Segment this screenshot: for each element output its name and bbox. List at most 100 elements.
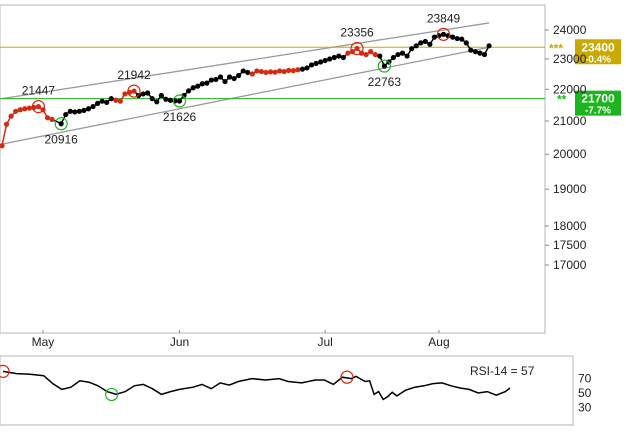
price-point xyxy=(117,98,123,104)
trend-channel xyxy=(1,22,490,145)
price-point xyxy=(76,108,82,114)
price-point xyxy=(44,115,51,121)
price-point xyxy=(277,68,283,74)
price-point xyxy=(113,97,119,103)
swing-high-label: 23356 xyxy=(340,26,374,40)
price-point xyxy=(167,97,174,103)
swing-high-label: 21942 xyxy=(117,68,151,82)
price-point xyxy=(63,111,69,118)
price-point xyxy=(327,56,333,62)
resistance-level-label: 23400 xyxy=(581,40,615,54)
swing-low-marker xyxy=(377,59,391,73)
y-tick-label: 20000 xyxy=(553,147,587,161)
y-tick-label: 23000 xyxy=(553,52,587,66)
price-point xyxy=(254,68,260,74)
price-point xyxy=(413,43,419,49)
price-point xyxy=(149,96,155,102)
y-tick-label: 17500 xyxy=(553,238,587,252)
price-point xyxy=(195,83,201,89)
price-point xyxy=(299,66,306,72)
price-point xyxy=(331,54,337,61)
price-point xyxy=(140,91,146,97)
price-point xyxy=(104,99,110,106)
resistance-level-badge xyxy=(575,39,621,65)
price-point xyxy=(240,68,246,74)
swing-low-marker xyxy=(54,117,68,131)
price-point xyxy=(345,50,351,56)
swing-high-marker xyxy=(31,100,46,114)
price-point xyxy=(8,113,14,119)
resistance-level-pct: -0.4% xyxy=(585,54,611,65)
resistance-level-marker: *** xyxy=(549,41,563,55)
price-point xyxy=(99,98,105,104)
swing-low-label: 22763 xyxy=(368,75,402,89)
price-point xyxy=(454,35,460,42)
price-point xyxy=(35,104,42,110)
price-point xyxy=(258,68,265,75)
price-point xyxy=(222,78,228,85)
rsi-high-marker xyxy=(340,370,354,384)
price-point xyxy=(217,74,224,80)
price-point xyxy=(468,47,474,53)
y-tick-label: 24000 xyxy=(553,23,587,37)
price-point xyxy=(145,90,151,96)
price-point xyxy=(418,40,424,46)
price-point xyxy=(308,62,315,68)
rsi-low-marker xyxy=(105,387,119,402)
price-point xyxy=(472,49,478,55)
price-point xyxy=(368,49,374,55)
price-point xyxy=(213,76,219,83)
y-axis: 24000 23000 22000 21000 20000 19000 18000 17500… xyxy=(545,23,587,272)
rsi-tick-label: 30 xyxy=(578,400,592,414)
price-point xyxy=(295,67,301,73)
price-point xyxy=(186,88,192,94)
price-point xyxy=(354,45,360,52)
price-point xyxy=(390,54,397,61)
price-point xyxy=(122,91,128,97)
price-point xyxy=(176,98,183,104)
price-point xyxy=(463,40,469,46)
swing-low-label: 21626 xyxy=(163,110,197,124)
rsi-line xyxy=(2,370,511,401)
price-point xyxy=(22,106,28,112)
price-point xyxy=(427,41,433,47)
rsi-high-marker xyxy=(0,364,10,378)
swing-high-label: 23849 xyxy=(427,11,461,25)
price-point xyxy=(381,63,387,69)
rsi-tick-label: 50 xyxy=(578,386,592,400)
price-point xyxy=(13,108,19,114)
price-point xyxy=(81,107,87,113)
price-point xyxy=(377,53,383,59)
price-point xyxy=(395,51,401,58)
price-point xyxy=(226,74,233,80)
price-point xyxy=(363,51,369,58)
price-point xyxy=(249,71,255,77)
price-point xyxy=(399,50,406,56)
price-point xyxy=(231,75,237,82)
swing-low-marker xyxy=(172,94,187,108)
price-point xyxy=(290,68,296,74)
price-point xyxy=(336,53,342,59)
price-point xyxy=(486,43,492,49)
rsi-label: RSI-14 = 57 xyxy=(470,364,535,378)
price-point xyxy=(272,69,278,75)
price-point xyxy=(158,92,164,99)
price-point xyxy=(90,103,96,110)
price-point xyxy=(181,92,187,99)
price-levels: *** 23400-0.4% ** 21700-7.7% xyxy=(0,39,621,117)
x-tick-label: Aug xyxy=(428,335,449,349)
price-point xyxy=(245,69,251,76)
trend-line-lower xyxy=(1,46,490,145)
y-tick-label: 17000 xyxy=(553,258,587,272)
price-segment xyxy=(1,124,8,146)
price-point xyxy=(154,99,160,105)
price-point xyxy=(49,116,55,122)
y-tick-label: 19000 xyxy=(553,182,587,196)
x-tick-label: May xyxy=(32,335,55,349)
price-point xyxy=(163,96,169,102)
swing-low-label: 20916 xyxy=(44,133,78,147)
swing-high-marker xyxy=(350,41,364,56)
price-point xyxy=(67,108,73,114)
x-tick-label: Jul xyxy=(318,335,333,349)
